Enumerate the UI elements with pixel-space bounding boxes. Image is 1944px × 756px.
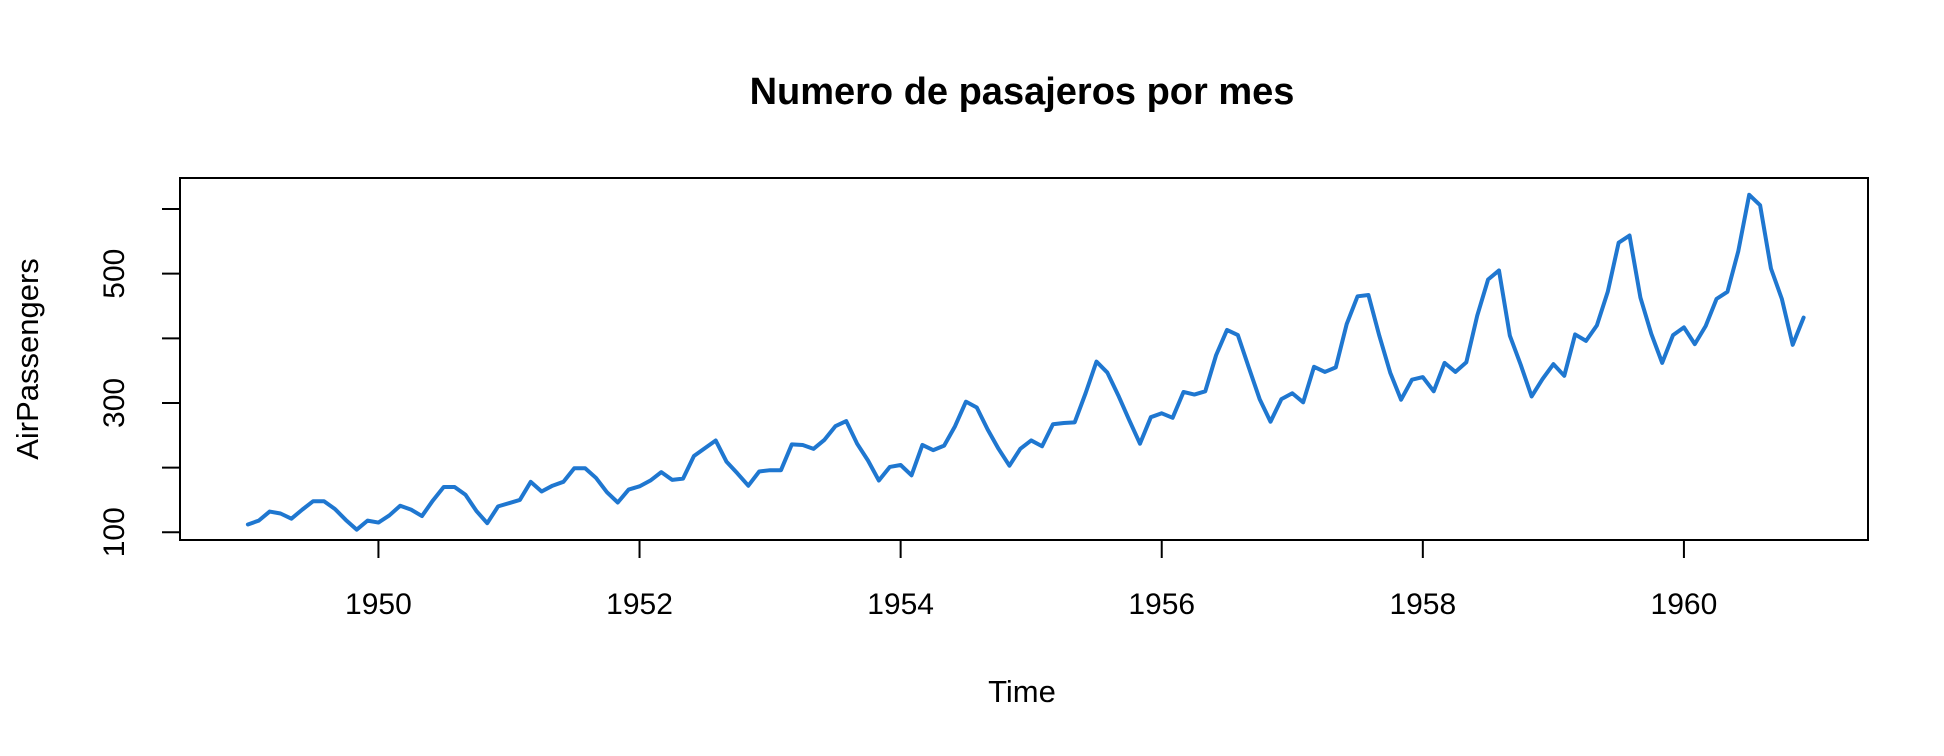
x-tick-label: 1960 (1651, 588, 1718, 621)
x-tick-label: 1958 (1389, 588, 1456, 621)
x-tick-label: 1952 (606, 588, 673, 621)
x-axis-label: Time (988, 674, 1056, 709)
series-line (245, 192, 1806, 532)
plot-frame (179, 177, 1869, 541)
y-axis-label: AirPassengers (10, 258, 45, 460)
y-tick-label: 300 (98, 378, 131, 428)
x-axis: 1950 1952 1954 1956 1958 1960 (345, 539, 1718, 621)
y-axis: 100 300 500 (98, 208, 181, 557)
y-tick-label: 500 (98, 249, 131, 299)
y-tick-label: 100 (98, 507, 131, 557)
x-tick-label: 1950 (345, 588, 412, 621)
x-tick-label: 1956 (1128, 588, 1195, 621)
x-tick-label: 1954 (867, 588, 934, 621)
chart-title: Numero de pasajeros por mes (750, 71, 1295, 113)
